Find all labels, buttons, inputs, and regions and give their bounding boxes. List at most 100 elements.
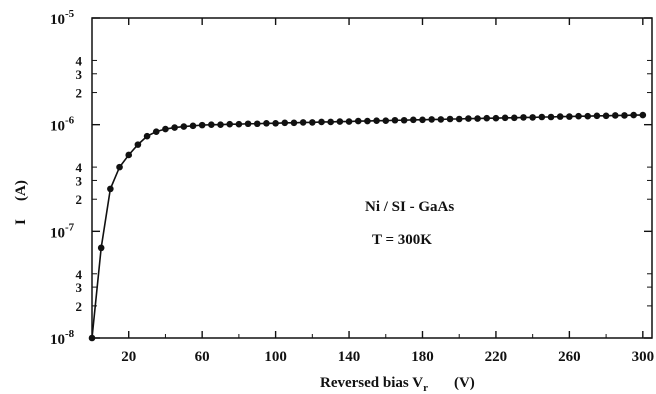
data-point [327, 118, 334, 126]
data-point [189, 122, 197, 130]
data-point [538, 113, 546, 121]
data-point [263, 119, 270, 127]
data-point [630, 111, 637, 119]
y-tick-label-exponent: -6 [65, 115, 75, 127]
data-point [134, 141, 142, 148]
y-minor-tick-label: 4 [76, 53, 83, 68]
data-point [88, 334, 96, 342]
y-minor-tick-label: 3 [76, 67, 83, 82]
data-point [309, 119, 316, 126]
data-point [483, 114, 491, 122]
annotation-temperature: T = 300K [372, 232, 432, 248]
x-tick-label: 260 [558, 349, 581, 365]
data-point [446, 115, 454, 123]
plot-frame [91, 17, 653, 339]
data-point [455, 115, 463, 123]
series-line [91, 114, 643, 339]
data-point [125, 151, 133, 159]
y-minor-tick-label: 2 [76, 86, 83, 101]
data-point [611, 112, 619, 119]
x-tick-label: 300 [632, 349, 655, 365]
data-point [345, 118, 353, 125]
x-tick-label: 180 [411, 349, 434, 365]
y-tick-label-base: 10 [50, 332, 65, 348]
y-minor-tick-label: 2 [76, 192, 83, 207]
x-axis-title: Reversed bias Vr (V) [320, 375, 475, 394]
y-tick-label-base: 10 [50, 12, 65, 28]
data-point [180, 123, 188, 130]
y-minor-tick-label: 3 [76, 173, 83, 188]
data-point [428, 116, 435, 123]
y-tick-label-exponent: -8 [65, 328, 75, 340]
data-point [419, 116, 426, 124]
data-point [465, 115, 472, 122]
data-point [501, 114, 509, 122]
data-point [143, 132, 151, 140]
data-point [520, 114, 527, 121]
x-tick-label: 60 [195, 349, 210, 365]
x-tick-label: 140 [338, 349, 361, 365]
data-point [364, 117, 371, 125]
y-tick-label: 10-6 [50, 115, 75, 135]
annotation-sample: Ni / SI - GaAs [365, 199, 454, 215]
data-point [198, 121, 206, 129]
axes-group: 20 60 100 140 180 220 260 30010-810-710-610-523… [50, 8, 654, 365]
data-point [217, 121, 224, 128]
y-tick-label-base: 10 [50, 225, 65, 241]
y-minor-tick-label: 3 [76, 280, 83, 295]
data-point [290, 119, 298, 127]
data-point [116, 163, 123, 171]
data-point [281, 119, 289, 127]
y-minor-tick-label: 4 [76, 267, 83, 282]
y-minor-tick-label: 2 [76, 299, 83, 314]
data-point [621, 112, 628, 119]
x-tick-label: 100 [264, 349, 287, 365]
data-point [373, 117, 380, 124]
data-point [593, 112, 601, 120]
data-point [162, 125, 169, 133]
x-axis-title-unit: (V) [454, 375, 475, 391]
data-point [602, 112, 610, 120]
y-axis-title-unit: (A) [13, 180, 29, 201]
data-point [272, 119, 279, 127]
data-point [566, 113, 573, 120]
y-tick-label: 10-7 [50, 221, 75, 241]
data-point [400, 116, 408, 124]
data-point [97, 244, 105, 252]
data-point [382, 117, 390, 124]
data-point [639, 111, 647, 119]
data-point [244, 120, 252, 128]
data-point [547, 113, 555, 121]
x-tick-label: 20 [121, 349, 136, 365]
data-point [208, 121, 215, 128]
data-point [318, 118, 325, 126]
data-point [171, 124, 178, 131]
x-axis-title-subscript: r [423, 382, 428, 394]
data-point [299, 119, 307, 126]
y-minor-tick-label: 4 [76, 160, 83, 175]
data-point [510, 114, 518, 122]
y-tick-label-base: 10 [50, 119, 65, 135]
y-tick-label-exponent: -7 [65, 221, 75, 233]
series-points [88, 111, 647, 342]
data-point [226, 120, 234, 128]
data-point [474, 115, 481, 122]
y-tick-label: 10-8 [50, 328, 75, 348]
y-axis-title-symbol: I [13, 219, 29, 225]
data-point [492, 114, 500, 122]
x-axis-title-text: Reversed bias V [320, 375, 423, 391]
data-point [107, 185, 114, 193]
data-point [575, 112, 582, 120]
y-tick-label-exponent: -5 [65, 8, 75, 20]
y-axis-title: I (A) [13, 180, 29, 225]
data-point [354, 117, 362, 125]
data-point [410, 116, 417, 124]
data-point [336, 118, 344, 125]
data-point [391, 116, 399, 124]
data-point [253, 120, 261, 128]
data-point [584, 112, 592, 120]
data-point [556, 113, 564, 120]
x-tick-label: 220 [485, 349, 508, 365]
data-point [152, 128, 160, 135]
